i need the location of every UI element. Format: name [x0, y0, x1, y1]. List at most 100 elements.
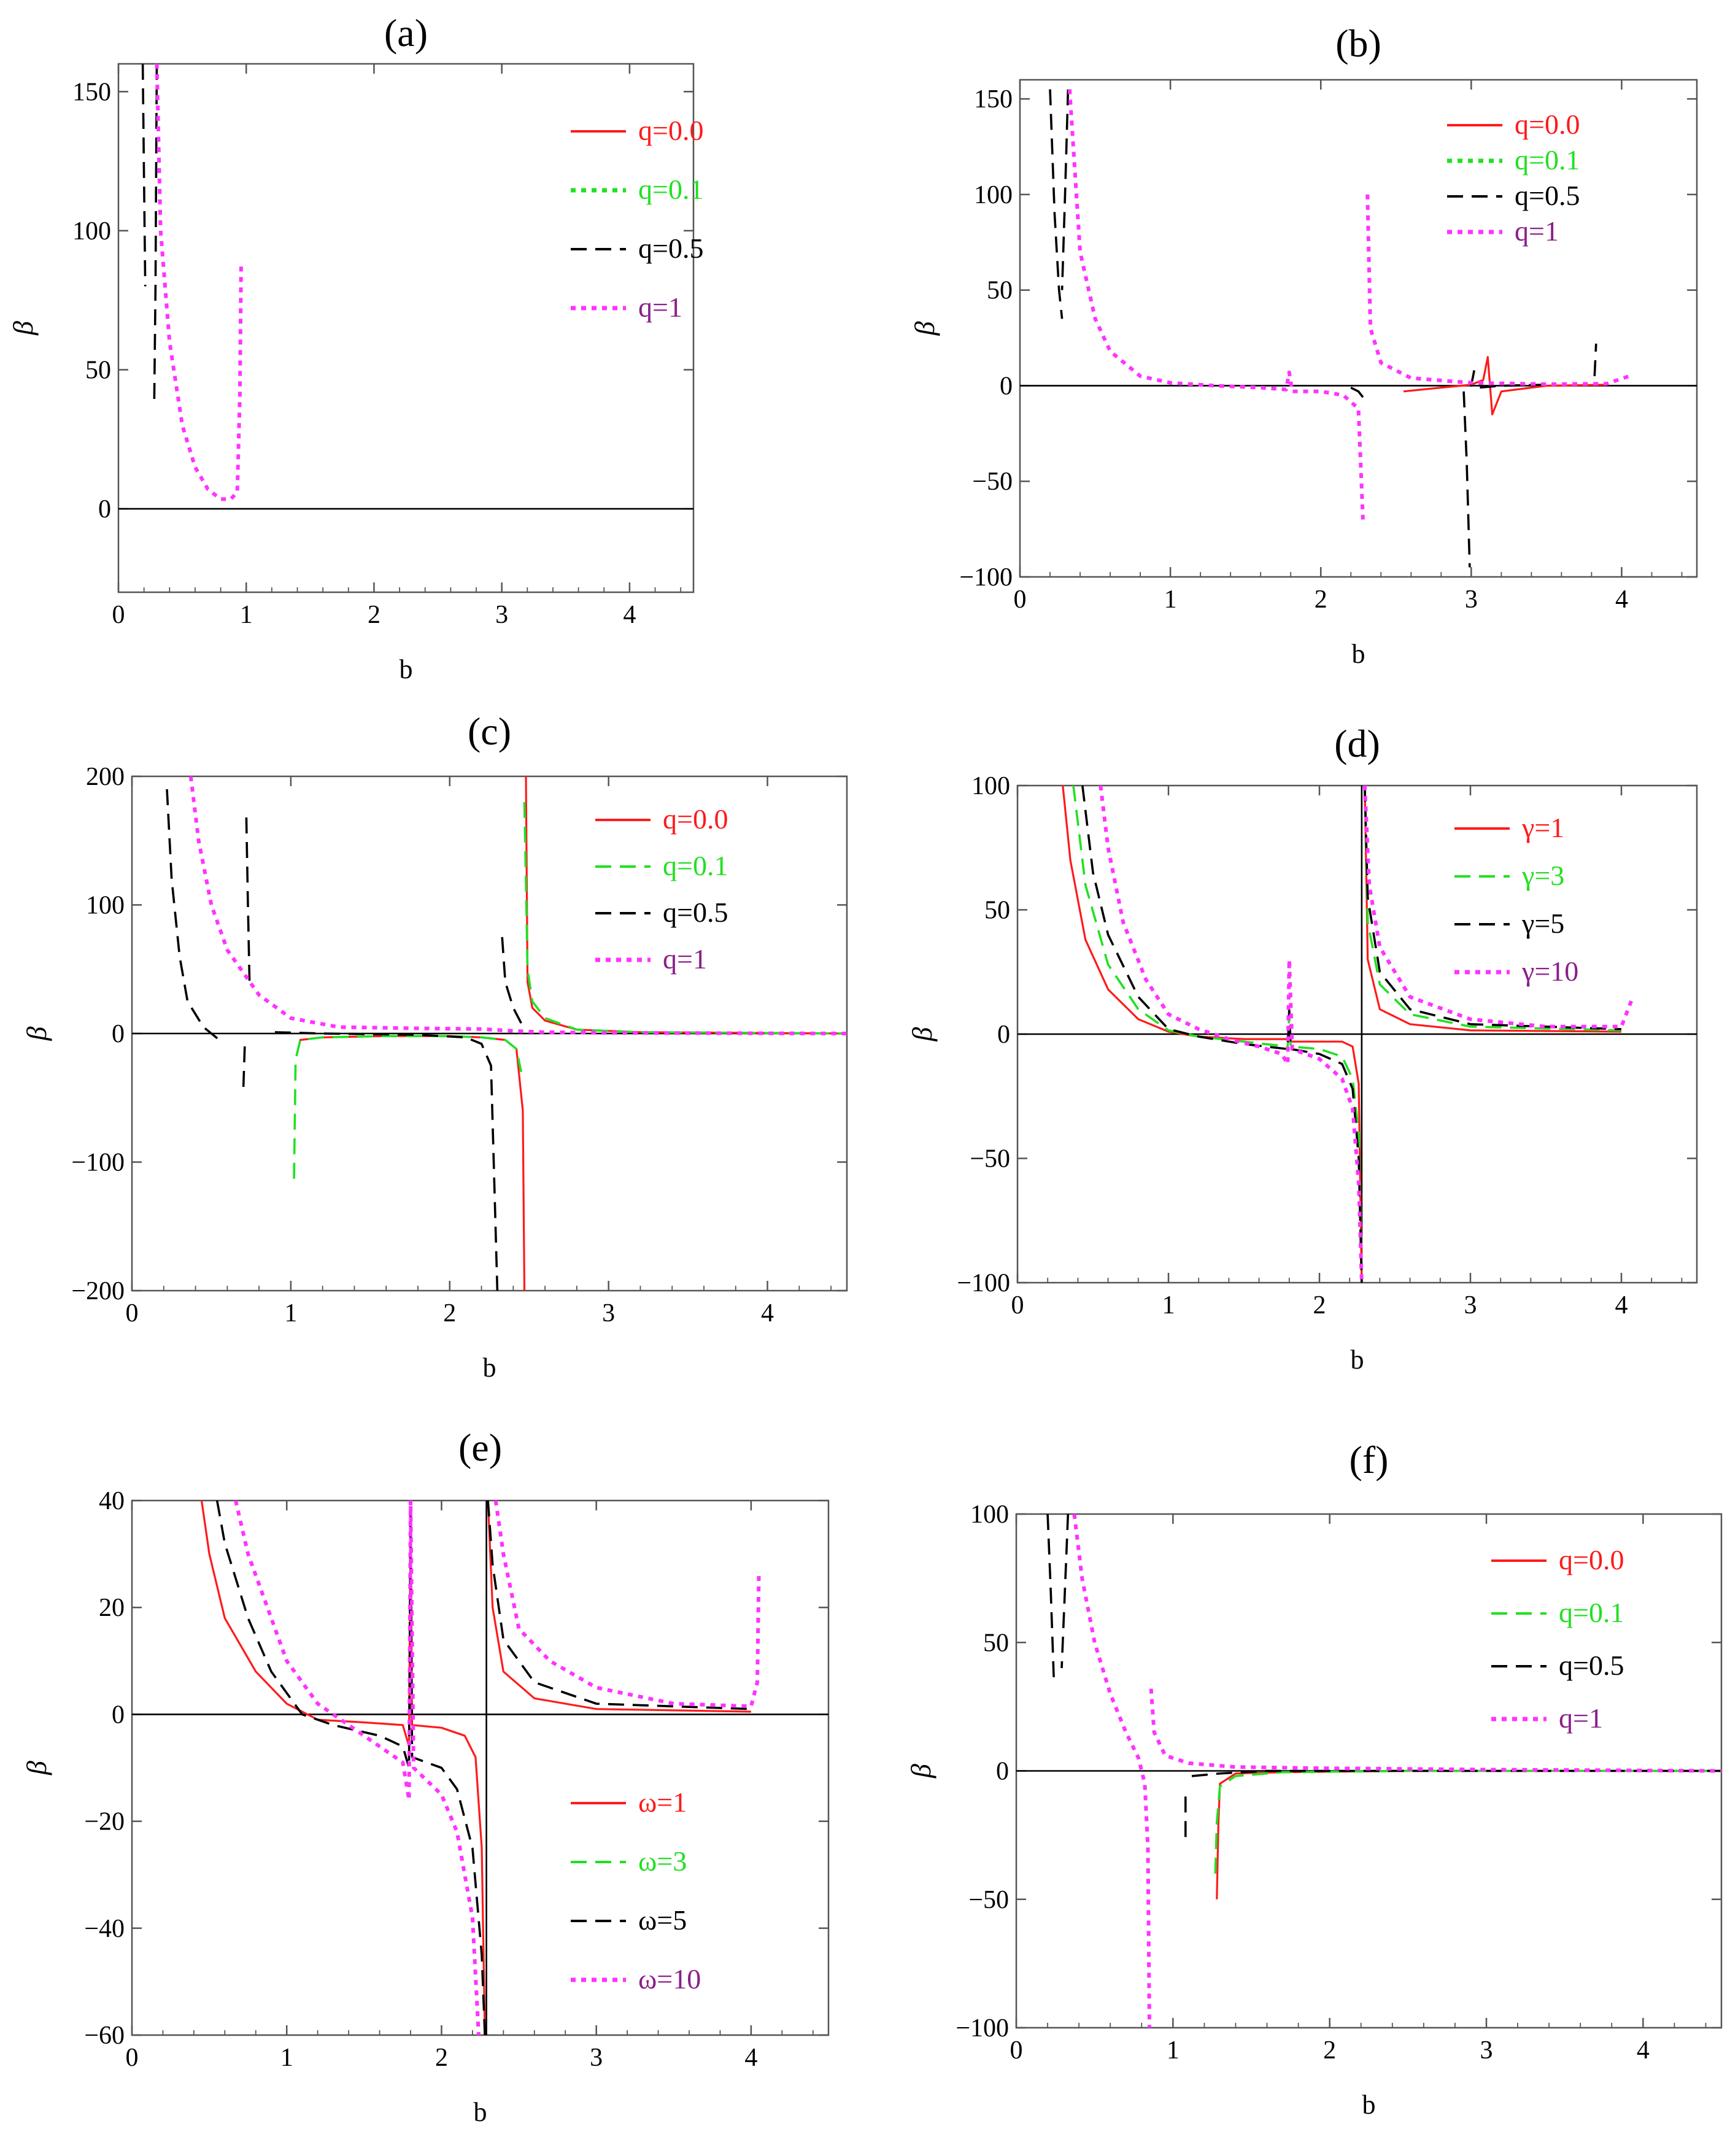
- legend-label: q=0.0: [1515, 109, 1580, 140]
- panel-d: (d) 0 1 2 3 4 −100 −50 0 50 100 b β γ=1 γ=3 γ=5 γ=10: [906, 722, 1698, 1375]
- series-line-γ=5: [1364, 786, 1622, 1030]
- y-tick-label: −40: [84, 1915, 125, 1943]
- legend-label: q=0.5: [663, 897, 728, 928]
- series-line-q=0.5: [1046, 1514, 1056, 1682]
- y-tick-label: 0: [112, 1701, 125, 1729]
- x-tick-label: 1: [240, 601, 253, 629]
- y-tick-label: 50: [984, 897, 1010, 925]
- x-tick-label: 2: [1315, 585, 1327, 614]
- y-tick-label: −100: [959, 563, 1013, 592]
- x-tick-label: 2: [368, 601, 380, 629]
- y-tick-label: 100: [974, 181, 1013, 209]
- panel-title: (c): [468, 709, 511, 753]
- series-line-ω=1: [487, 1501, 751, 1713]
- y-tick-label: 40: [99, 1487, 125, 1515]
- legend-label: γ=10: [1521, 956, 1578, 987]
- legend-label: ω=1: [638, 1787, 687, 1818]
- series-line-q=0.5: [141, 64, 147, 287]
- x-tick-label: 3: [495, 601, 508, 629]
- legend-label: q=0.0: [638, 115, 703, 146]
- legend-label: ω=10: [638, 1963, 701, 1995]
- x-tick-label: 3: [602, 1299, 615, 1327]
- x-tick-label: 4: [761, 1299, 774, 1327]
- x-tick-label: 1: [284, 1299, 297, 1327]
- panel-title: (a): [384, 11, 428, 55]
- series-line-q=0.0: [1403, 356, 1607, 415]
- legend: ω=1 ω=3 ω=5 ω=10: [571, 1787, 701, 1995]
- y-tick-label: 100: [971, 772, 1010, 800]
- series-line-q=0.5: [166, 789, 220, 1041]
- x-axis-label: b: [1362, 2090, 1376, 2120]
- y-axis-label: β: [909, 321, 940, 336]
- x-axis-label: b: [483, 1353, 496, 1383]
- series-line-q=0.5: [1593, 343, 1597, 376]
- x-tick-label: 4: [1637, 2036, 1650, 2065]
- x-tick-label: 3: [1480, 2036, 1493, 2065]
- series-line-q=0.5: [1462, 391, 1471, 568]
- y-tick-label: −50: [970, 1145, 1010, 1173]
- x-tick-label: 1: [1164, 585, 1177, 614]
- series-line-q=0.0: [1216, 1769, 1721, 1899]
- x-tick-label: 3: [590, 2044, 603, 2072]
- legend-label: γ=5: [1521, 908, 1564, 939]
- y-tick-label: 50: [983, 1629, 1009, 1657]
- series-line-q=0.5: [153, 64, 158, 403]
- y-tick-label: 20: [99, 1594, 125, 1622]
- legend-label: γ=1: [1521, 812, 1564, 843]
- series-line-ω=10: [234, 1501, 481, 2035]
- series-line-q=1: [1149, 1688, 1721, 1773]
- y-tick-label: 150: [974, 85, 1013, 114]
- legend-label: q=1: [663, 943, 707, 975]
- y-tick-label: 50: [987, 277, 1013, 305]
- series-line-ω=5: [215, 1501, 486, 2035]
- y-axis-label: β: [21, 1026, 52, 1041]
- panel-title: (b): [1335, 21, 1381, 65]
- legend-label: q=0.5: [1515, 180, 1580, 211]
- x-axis-label: b: [1352, 639, 1365, 669]
- series-line-q=0.5: [245, 817, 251, 983]
- legend: q=0.0 q=0.1 q=0.5 q=1: [1447, 109, 1580, 247]
- x-tick-label: 0: [126, 1299, 139, 1327]
- legend-label: q=1: [638, 292, 682, 323]
- x-tick-label: 2: [435, 2044, 448, 2072]
- legend-label: q=0.1: [1559, 1597, 1624, 1628]
- legend-label: q=0.1: [1515, 144, 1580, 176]
- series-line-ω=5: [487, 1501, 751, 1710]
- y-tick-label: 150: [72, 78, 111, 106]
- plot-area: [118, 64, 693, 510]
- x-tick-label: 2: [1313, 1291, 1326, 1319]
- panel-c: (c) 0 1 2 3 4 −200 −100 0 100 200 b β q=0.0 q=0.1 q=0.5…: [21, 709, 848, 1383]
- legend-label: ω=3: [638, 1845, 687, 1877]
- x-tick-label: 0: [1011, 1291, 1024, 1319]
- x-tick-label: 4: [1615, 585, 1628, 614]
- y-tick-label: 200: [86, 763, 125, 791]
- x-axis-label: b: [400, 654, 413, 684]
- plot-area: [132, 776, 847, 1291]
- panel-title: (f): [1350, 1438, 1389, 1482]
- series-line-γ=10: [1362, 786, 1634, 1029]
- legend: q=0.0 q=0.1 q=0.5 q=1: [595, 803, 728, 975]
- x-tick-label: 0: [1010, 2036, 1023, 2065]
- series-line-q=0.5: [1060, 89, 1070, 290]
- plot-area: [1018, 786, 1697, 1283]
- series-line-q=0.1: [293, 1035, 523, 1179]
- y-tick-label: 100: [970, 1501, 1009, 1529]
- series-line-q=0.5: [501, 937, 522, 1024]
- x-tick-label: 4: [1615, 1291, 1628, 1319]
- series-line-q=0.5: [274, 1031, 499, 1291]
- series-line-q=0.5: [1060, 1514, 1070, 1669]
- x-tick-label: 4: [623, 601, 636, 629]
- y-axis-label: β: [21, 1761, 52, 1775]
- x-tick-label: 4: [744, 2044, 757, 2072]
- y-tick-label: −60: [84, 2022, 125, 2050]
- y-tick-label: 50: [85, 356, 111, 384]
- x-axis-label: b: [1351, 1345, 1364, 1375]
- y-tick-label: 100: [86, 892, 125, 920]
- legend: q=0.0 q=0.1 q=0.5 q=1: [1491, 1544, 1624, 1734]
- panel-title: (e): [458, 1426, 502, 1469]
- y-tick-label: 0: [997, 1021, 1010, 1049]
- panel-title: (d): [1334, 722, 1380, 765]
- x-tick-label: 3: [1464, 1291, 1477, 1319]
- series-line-ω=1: [200, 1501, 486, 2035]
